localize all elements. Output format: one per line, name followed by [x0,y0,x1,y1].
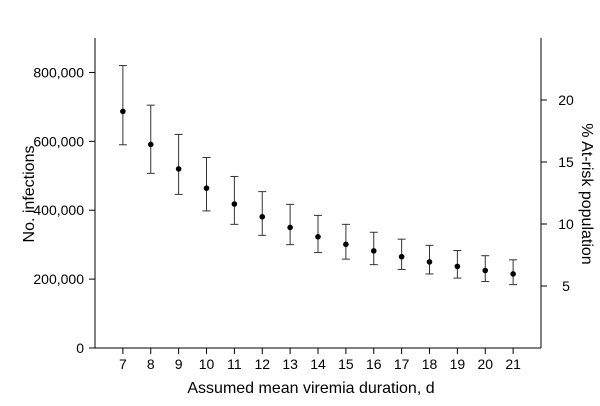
data-point [315,233,321,240]
data-point [287,224,293,231]
x-tick-label: 16 [366,356,382,372]
x-tick-label: 12 [254,356,270,372]
y-axis-left-ticks: 0 200,000 400,000 600,000 800,000 [33,64,95,356]
data-point [203,185,210,191]
data-point [147,141,154,148]
plot-frame [94,38,542,349]
data-point [370,248,377,254]
x-tick-label: 19 [450,356,466,372]
data-point [120,108,126,115]
y-right-tick-label: 10 [558,216,574,232]
data-point [231,201,238,207]
y-right-tick-label: 20 [558,92,574,108]
data-point [175,166,182,172]
y-axis-left-title: No. infections [21,146,38,243]
data-point [482,267,489,274]
data-point [343,241,349,248]
y-right-tick-label: 15 [558,154,574,170]
x-tick-label: 11 [227,356,242,372]
data-point [426,259,433,265]
x-tick-label: 17 [394,356,410,372]
x-tick-label: 8 [147,356,155,372]
x-tick-label: 15 [338,356,354,372]
data-point [454,263,461,270]
y-right-tick-label: 5 [562,278,570,294]
y-axis-right-ticks: 5 10 15 20 [541,92,574,294]
x-tick-label: 14 [310,356,326,372]
y-tick-label: 600,000 [33,133,84,149]
y-tick-label: 400,000 [33,202,84,218]
y-tick-label: 200,000 [33,271,84,287]
y-tick-label: 0 [76,340,84,356]
data-point [398,253,405,260]
x-axis-ticks: 7 8 9 10 11 12 13 14 15 16 17 18 19 20 21 [119,348,521,372]
x-tick-label: 10 [199,356,215,372]
x-tick-label: 20 [477,356,493,372]
data-point [510,271,516,277]
y-tick-label: 800,000 [33,64,84,80]
data-point [259,213,266,220]
x-tick-label: 9 [175,356,183,372]
x-axis-title: Assumed mean viremia duration, d [187,380,434,397]
y-axis-right-title: % At-risk population [578,123,595,264]
x-tick-label: 13 [282,356,298,372]
x-tick-label: 7 [119,356,127,372]
data-marks [118,65,518,286]
x-tick-label: 21 [505,356,521,372]
x-tick-label: 18 [422,356,438,372]
